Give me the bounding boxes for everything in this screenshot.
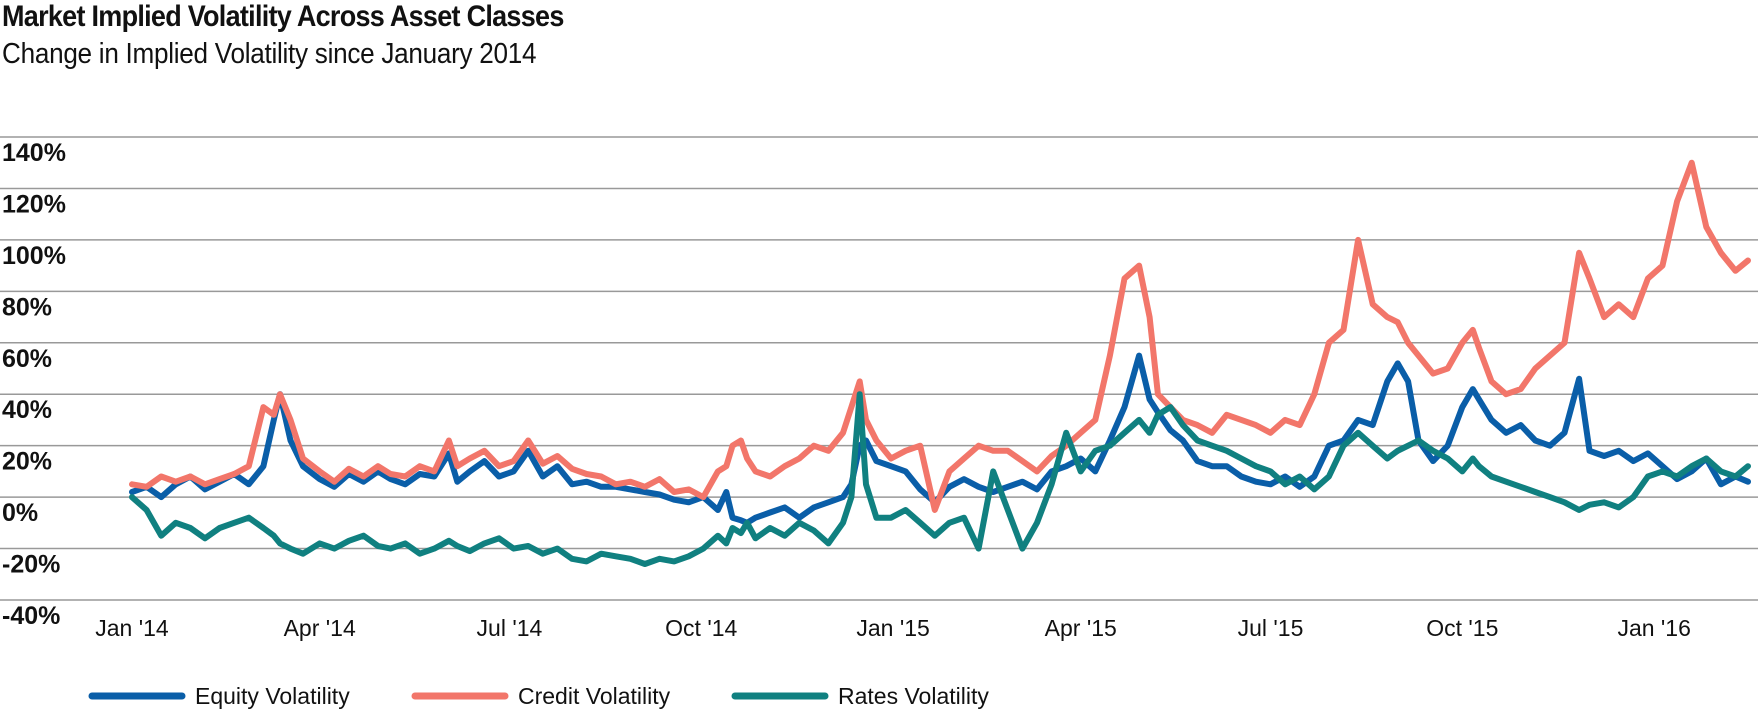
y-axis-tick-labels: -40% -20% 0% 20% 40% 60% 80% 100% 120% 140% xyxy=(2,139,66,630)
chart-subtitle: Change in Implied Volatility since Janua… xyxy=(2,38,537,70)
x-tick-label: Jan '14 xyxy=(95,615,169,641)
y-tick-label: 140% xyxy=(2,139,66,167)
x-tick-label: Oct '14 xyxy=(665,615,737,641)
series-line-equity-volatility xyxy=(129,352,1751,526)
y-tick-label: 120% xyxy=(2,190,66,218)
y-tick-label: -40% xyxy=(2,602,60,630)
y-tick-label: 20% xyxy=(2,448,52,476)
legend-label: Rates Volatility xyxy=(838,683,989,709)
x-tick-label: Apr '14 xyxy=(284,615,356,641)
y-tick-label: 0% xyxy=(2,499,38,527)
x-tick-label: Jan '15 xyxy=(856,615,929,641)
y-tick-label: 100% xyxy=(2,242,66,270)
x-tick-label: Jan '16 xyxy=(1617,615,1690,641)
gridlines xyxy=(0,136,1758,601)
legend-label: Equity Volatility xyxy=(195,683,350,709)
x-tick-label: Oct '15 xyxy=(1426,615,1498,641)
series-line-rates-volatility xyxy=(129,391,1751,567)
legend: Equity Volatility Credit Volatility Rates … xyxy=(88,683,989,709)
x-tick-label: Apr '15 xyxy=(1045,615,1117,641)
chart-title: Market Implied Volatility Across Asset C… xyxy=(2,0,564,33)
y-tick-label: -20% xyxy=(2,551,60,579)
series-line-credit-volatility xyxy=(129,159,1751,513)
y-tick-label: 40% xyxy=(2,396,52,424)
y-tick-label: 60% xyxy=(2,345,52,373)
x-tick-label: Jul '14 xyxy=(477,615,543,641)
y-tick-label: 80% xyxy=(2,293,52,321)
x-tick-label: Jul '15 xyxy=(1238,615,1304,641)
legend-label: Credit Volatility xyxy=(518,683,671,709)
x-axis-tick-labels: Jan '14 Apr '14 Jul '14 Oct '14 Jan '15 Apr '… xyxy=(95,615,1691,641)
series-lines xyxy=(129,159,1751,567)
